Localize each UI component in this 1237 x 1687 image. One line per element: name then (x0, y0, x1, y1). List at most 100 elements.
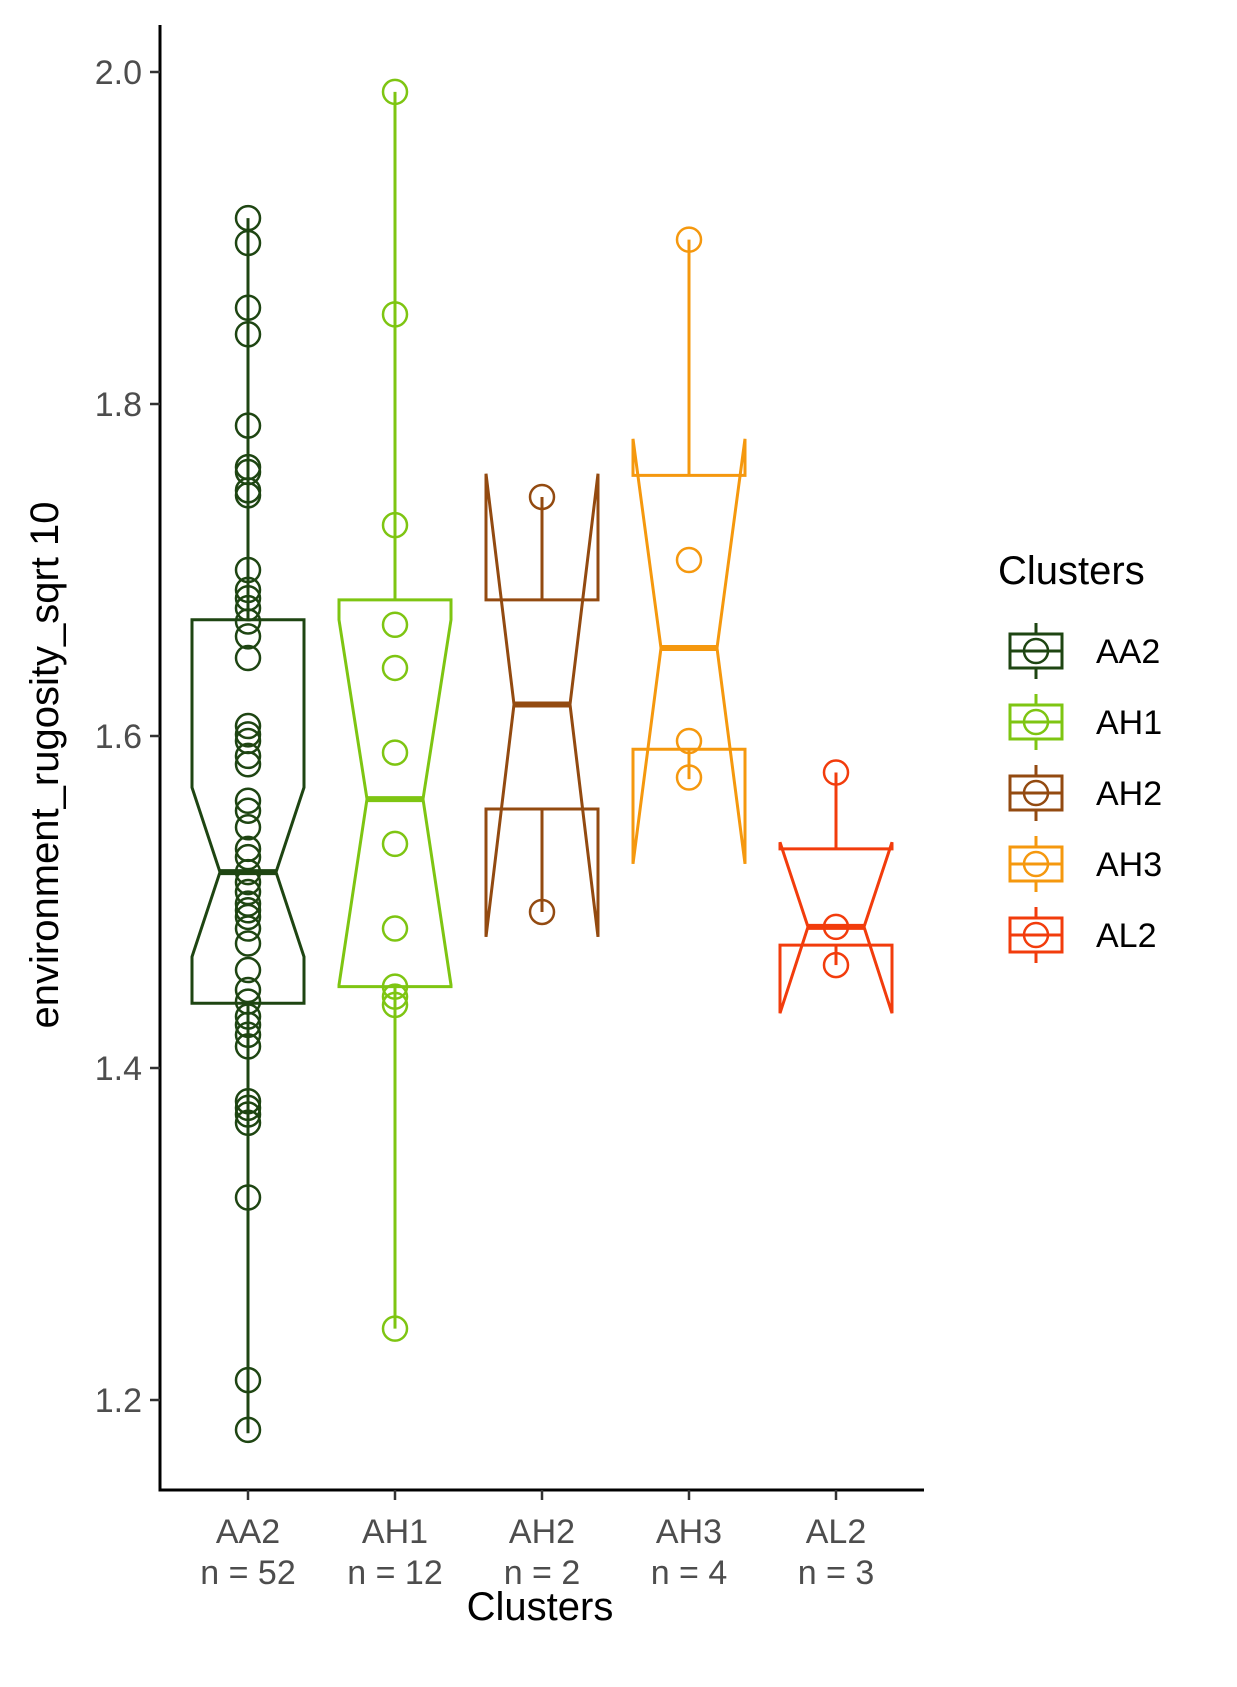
legend-key-point (1022, 921, 1050, 949)
x-tick-label: AH2 (509, 1513, 575, 1551)
legend: Clusters AA2 AH1 AH2 AH3 AL2 (998, 549, 1162, 963)
data-point (234, 576, 262, 604)
data-point (234, 1011, 262, 1039)
data-point (381, 611, 409, 639)
data-point (381, 511, 409, 539)
x-axis-title: Clusters (467, 1585, 614, 1629)
x-tick-label: AH3 (656, 1513, 722, 1551)
data-point (822, 759, 850, 786)
legend-label: AA2 (1096, 633, 1160, 671)
data-point (822, 913, 850, 941)
data-point (234, 1087, 262, 1115)
legend-label: AL2 (1096, 917, 1157, 955)
data-point (234, 644, 262, 672)
legend-label: AH2 (1096, 775, 1162, 813)
legend-key-point (1022, 637, 1050, 665)
data-point (234, 797, 262, 824)
y-tick-label: 2.0 (95, 54, 142, 92)
box-aa2 (190, 204, 306, 1444)
legend-item-ah1: AH1 (1008, 694, 1162, 750)
legend-item-aa2: AA2 (1008, 623, 1160, 679)
legend-item-ah2: AH2 (1008, 765, 1162, 821)
data-point (234, 712, 262, 740)
data-point (234, 868, 262, 896)
data-point (234, 1094, 262, 1122)
data-point (675, 764, 703, 791)
box-ah2 (484, 473, 600, 938)
data-point (234, 858, 262, 886)
data-point (234, 750, 262, 778)
data-point (381, 654, 409, 682)
data-point (528, 483, 556, 511)
data-point (234, 556, 262, 584)
x-tick-label: AA2 (216, 1513, 280, 1551)
data-point (234, 412, 262, 439)
legend-label: AH3 (1096, 846, 1162, 884)
data-point (381, 830, 409, 858)
data-point (234, 721, 262, 748)
x-tick-count: n = 4 (651, 1554, 728, 1592)
data-point (381, 301, 409, 328)
data-point (234, 787, 262, 814)
legend-label: AH1 (1096, 704, 1162, 742)
data-point (234, 482, 262, 509)
data-point (234, 1416, 262, 1444)
data-point (381, 1315, 409, 1342)
box-al2 (778, 759, 894, 1014)
plot-area (190, 78, 894, 1444)
x-tick-count: n = 3 (798, 1554, 875, 1592)
x-tick-count: n = 52 (200, 1554, 295, 1592)
data-point (528, 898, 556, 926)
data-point (234, 1033, 262, 1060)
data-point (675, 226, 703, 253)
legend-key-point (1022, 779, 1050, 807)
data-point (234, 930, 262, 957)
data-point (234, 742, 262, 770)
y-tick-label: 1.2 (95, 1382, 142, 1420)
data-point (822, 951, 850, 979)
box-ah3 (631, 226, 747, 865)
data-point (381, 991, 409, 1019)
data-point (234, 1109, 262, 1137)
data-point (234, 897, 262, 924)
data-point (381, 973, 409, 1000)
data-point (234, 623, 262, 650)
data-point (381, 983, 409, 1010)
y-axis-title: environment_rugosity_sqrt 10 (23, 502, 67, 1029)
data-point (381, 739, 409, 766)
x-tick-count: n = 2 (504, 1554, 581, 1592)
legend-item-ah3: AH3 (1008, 836, 1162, 892)
data-point (234, 321, 262, 348)
data-point (234, 1366, 262, 1394)
data-point (234, 1101, 262, 1128)
legend-title: Clusters (998, 549, 1145, 593)
box-ah1 (337, 78, 453, 1342)
y-tick-label: 1.8 (95, 386, 142, 424)
data-point (234, 956, 262, 984)
notched-box (337, 598, 453, 989)
data-point (234, 915, 262, 942)
data-point (234, 903, 262, 931)
legend-key-point (1022, 708, 1050, 736)
x-tick-label: AL2 (806, 1513, 867, 1551)
notched-box (631, 438, 747, 865)
data-point (234, 976, 262, 1004)
data-point (675, 727, 703, 755)
legend-key-point (1022, 850, 1050, 878)
x-tick-count: n = 12 (347, 1554, 442, 1592)
data-point (381, 78, 409, 106)
data-point (234, 1184, 262, 1211)
data-point (234, 229, 262, 257)
x-tick-label: AH1 (362, 1513, 428, 1551)
data-point (234, 814, 262, 841)
data-point (234, 1003, 262, 1030)
data-point (234, 1021, 262, 1049)
data-point (234, 608, 262, 635)
data-point (234, 594, 262, 622)
data-point (381, 915, 409, 942)
y-tick-label: 1.4 (95, 1050, 142, 1088)
legend-item-al2: AL2 (1008, 907, 1157, 963)
data-point (234, 294, 262, 321)
y-tick-label: 1.6 (95, 718, 142, 756)
